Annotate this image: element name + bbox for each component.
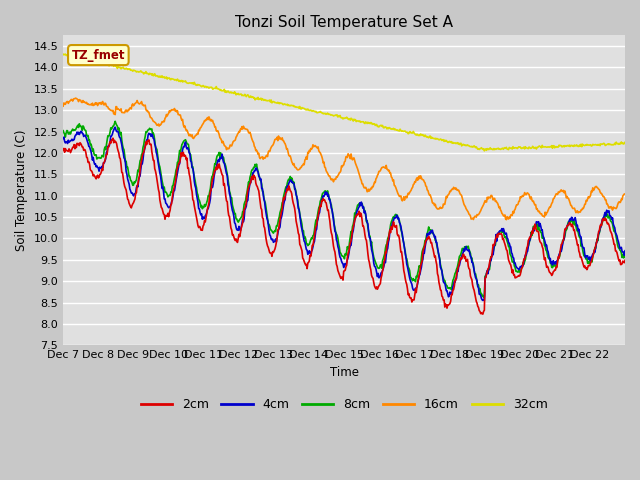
Y-axis label: Soil Temperature (C): Soil Temperature (C)	[15, 130, 28, 251]
X-axis label: Time: Time	[330, 366, 358, 379]
Title: Tonzi Soil Temperature Set A: Tonzi Soil Temperature Set A	[235, 15, 453, 30]
Text: TZ_fmet: TZ_fmet	[72, 48, 125, 61]
Legend: 2cm, 4cm, 8cm, 16cm, 32cm: 2cm, 4cm, 8cm, 16cm, 32cm	[136, 394, 553, 417]
